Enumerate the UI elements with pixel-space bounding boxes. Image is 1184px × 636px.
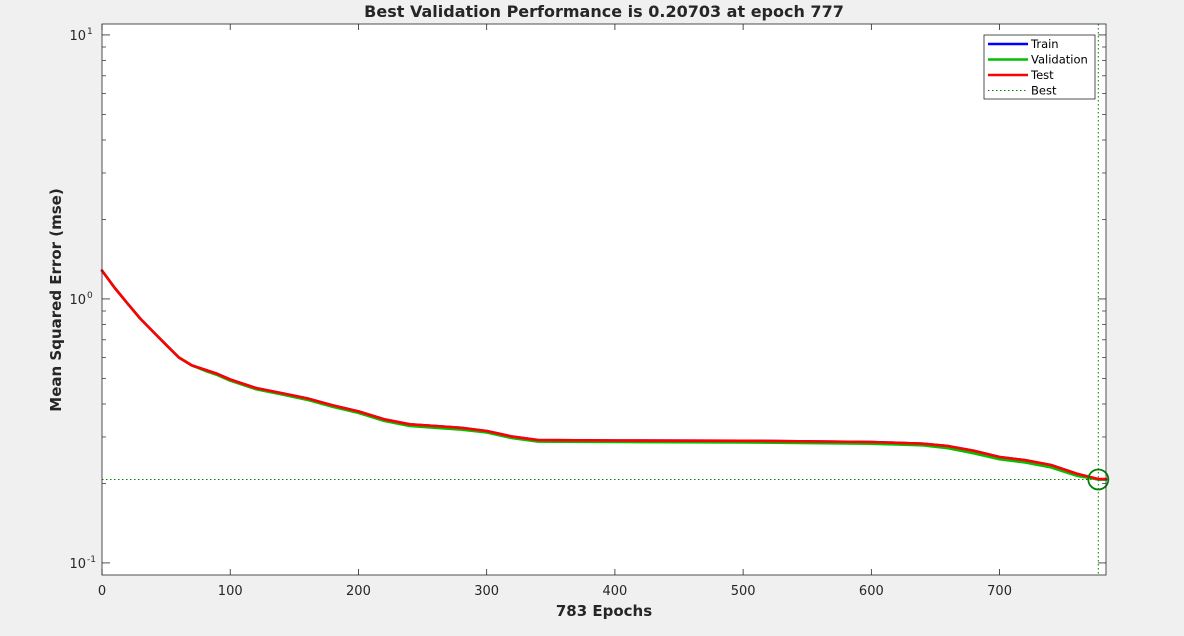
best-point-marker <box>1087 468 1110 491</box>
x-tick-label: 400 <box>602 584 627 599</box>
x-tick-label: 200 <box>346 584 371 599</box>
y-axis-label: Mean Squared Error (mse) <box>47 188 65 411</box>
y-tick-label: 10 <box>69 29 86 44</box>
legend-label-train: Train <box>1030 37 1059 51</box>
chart-title: Best Validation Performance is 0.20703 a… <box>364 2 844 21</box>
series-line-test <box>100 269 1108 481</box>
legend-label-test: Test <box>1030 68 1054 82</box>
y-tick-exponent: -1 <box>87 555 96 565</box>
plot-area <box>102 24 1106 575</box>
y-tick-label: 10 <box>69 293 86 308</box>
x-tick-label: 700 <box>987 584 1012 599</box>
x-tick-label: 300 <box>474 584 499 599</box>
legend-box <box>983 34 1096 100</box>
y-tick-exponent: 0 <box>87 291 93 301</box>
legend-label-validation: Validation <box>1031 53 1088 67</box>
y-tick-exponent: 1 <box>87 27 93 37</box>
x-tick-label: 100 <box>218 584 243 599</box>
x-tick-label: 500 <box>731 584 756 599</box>
x-tick-label: 600 <box>859 584 884 599</box>
x-tick-label: 0 <box>98 584 106 599</box>
y-tick-label: 10 <box>69 557 86 572</box>
axes-box <box>101 23 1107 576</box>
x-axis-label: 783 Epochs <box>556 602 652 620</box>
legend-label-best: Best <box>1031 84 1057 98</box>
